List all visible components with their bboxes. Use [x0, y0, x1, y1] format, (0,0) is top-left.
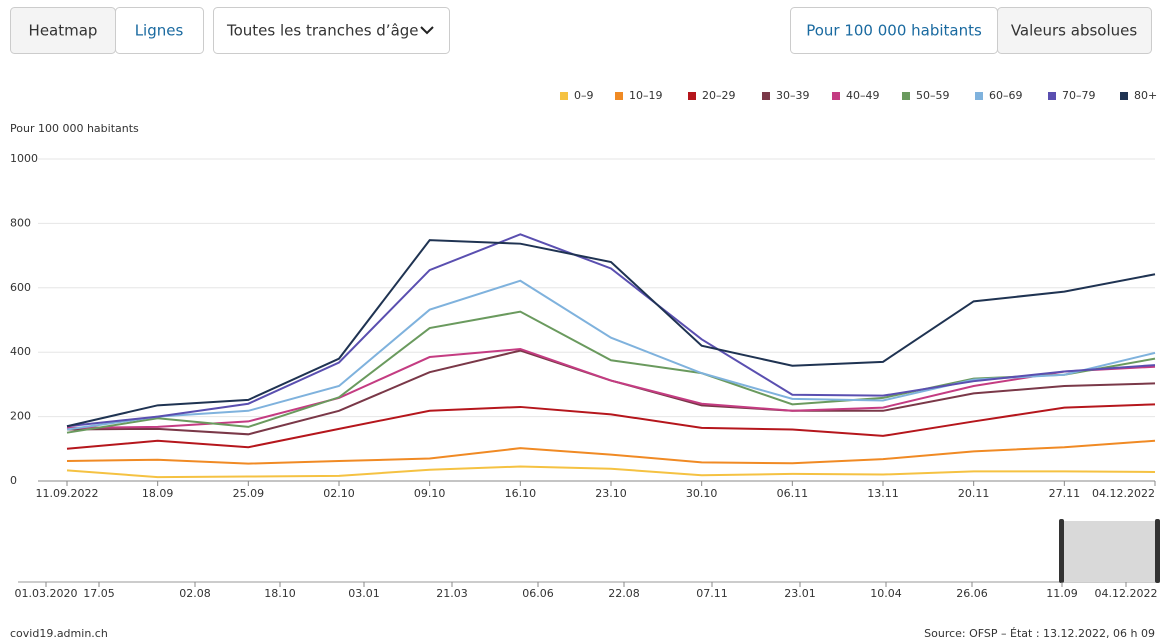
legend-label: 60–69 [989, 89, 1023, 102]
series-line [66, 439, 1156, 465]
age-select[interactable] [213, 7, 450, 54]
brush-handle[interactable] [1155, 519, 1160, 583]
overview-tick-label: 01.03.2020 [15, 587, 78, 600]
legend-label: 50–59 [916, 89, 950, 102]
series-line [66, 233, 1156, 428]
y-axis-label: Pour 100 000 habitants [10, 122, 139, 135]
y-tick-label: 200 [10, 410, 31, 423]
overview-tick-label: 18.10 [264, 587, 296, 600]
x-tick-label: 02.10 [323, 487, 355, 500]
lines-button[interactable] [115, 7, 204, 54]
x-tick-label: 20.11 [958, 487, 990, 500]
absolute-button[interactable] [997, 7, 1152, 54]
legend-swatch [688, 92, 696, 100]
legend-swatch [615, 92, 623, 100]
y-tick-label: 0 [10, 474, 17, 487]
lines-label: Lignes [135, 22, 184, 40]
legend-swatch [1048, 92, 1056, 100]
series-line [66, 347, 1156, 429]
x-tick-label: 25.09 [233, 487, 265, 500]
per-100k-label: Pour 100 000 habitants [806, 22, 982, 40]
brush-handle[interactable] [1059, 519, 1064, 583]
legend-label: 0–9 [574, 89, 594, 102]
legend-label: 40–49 [846, 89, 880, 102]
legend-swatch [1120, 92, 1128, 100]
legend-swatch [560, 92, 568, 100]
overview-brush[interactable] [1062, 521, 1157, 582]
footer-right: Source: OFSP – État : 13.12.2022, 06 h 0… [924, 627, 1155, 640]
age-select-label: Toutes les tranches d’âge [226, 22, 419, 40]
x-tick-label: 13.11 [867, 487, 899, 500]
series-line [66, 279, 1156, 431]
overview-tick-label: 03.01 [348, 587, 380, 600]
x-tick-label: 09.10 [414, 487, 446, 500]
overview-tick-label: 10.04 [870, 587, 902, 600]
legend-swatch [762, 92, 770, 100]
legend-label: 80+ [1134, 89, 1157, 102]
x-tick-label: 04.12.2022 [1092, 487, 1155, 500]
heatmap-label: Heatmap [29, 22, 98, 40]
overview-tick-label: 17.05 [83, 587, 115, 600]
x-tick-label: 18.09 [142, 487, 174, 500]
overview-tick-label: 26.06 [956, 587, 988, 600]
dropdown-icon [420, 26, 434, 35]
legend-swatch [975, 92, 983, 100]
x-tick-label: 06.11 [777, 487, 809, 500]
legend-swatch [902, 92, 910, 100]
series-line [66, 403, 1156, 450]
overview-tick-label: 22.08 [608, 587, 640, 600]
y-tick-label: 600 [10, 281, 31, 294]
y-tick-label: 400 [10, 345, 31, 358]
x-tick-label: 23.10 [595, 487, 627, 500]
legend-label: 30–39 [776, 89, 810, 102]
overview-tick-label: 21.03 [436, 587, 468, 600]
x-tick-label: 30.10 [686, 487, 718, 500]
overview-tick-label: 04.12.2022 [1095, 587, 1158, 600]
series-line [66, 239, 1156, 428]
overview-tick-label: 23.01 [784, 587, 816, 600]
overview-tick-label: 02.08 [179, 587, 211, 600]
overview-tick-label: 07.11 [696, 587, 728, 600]
overview-tick-label: 11.09 [1046, 587, 1078, 600]
legend-label: 70–79 [1062, 89, 1096, 102]
x-tick-label: 11.09.2022 [36, 487, 99, 500]
footer-left: covid19.admin.ch [10, 627, 108, 640]
y-tick-label: 1000 [10, 152, 38, 165]
y-tick-label: 800 [10, 216, 31, 229]
x-tick-label: 16.10 [505, 487, 537, 500]
x-tick-label: 27.11 [1049, 487, 1081, 500]
series-line [66, 465, 1156, 479]
legend-label: 20–29 [702, 89, 736, 102]
absolute-label: Valeurs absolues [1011, 22, 1138, 40]
overview-tick-label: 06.06 [522, 587, 554, 600]
legend-swatch [832, 92, 840, 100]
legend-label: 10–19 [629, 89, 663, 102]
